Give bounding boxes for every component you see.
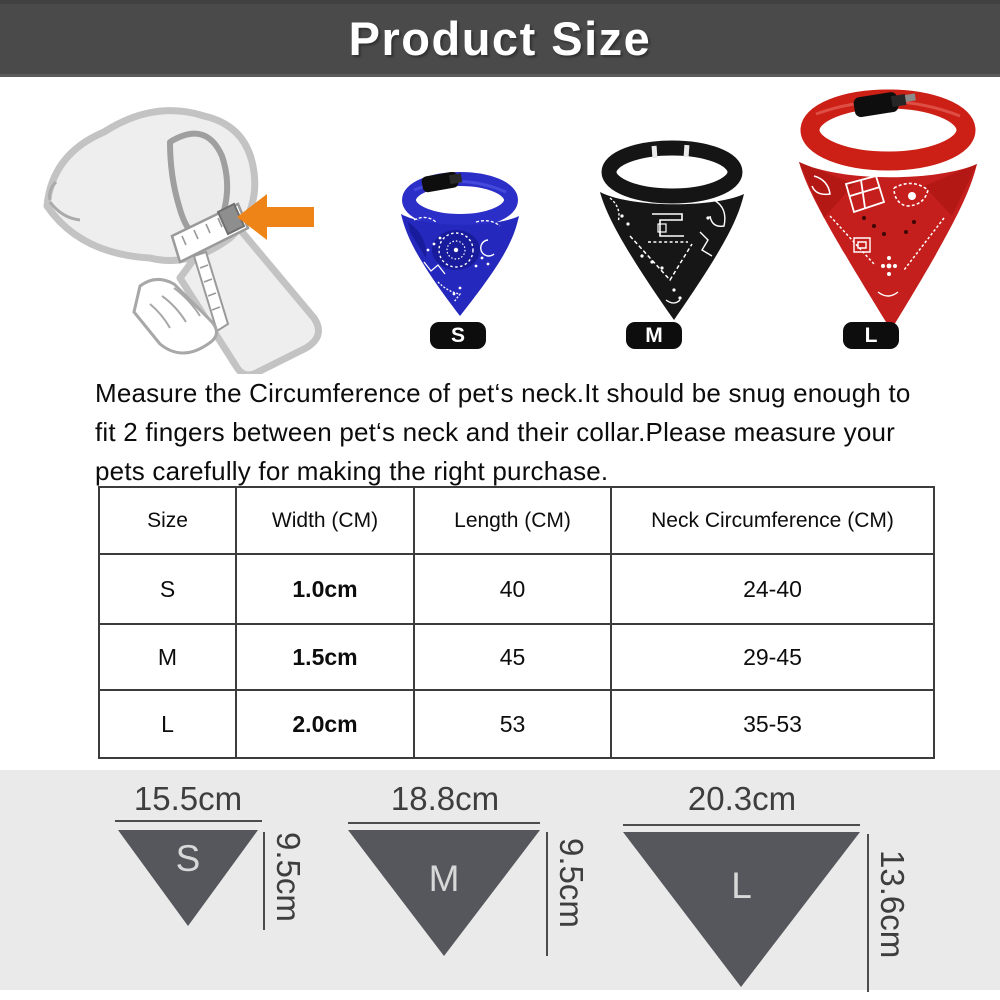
cell-neck-circumference: 35-53 xyxy=(610,689,935,759)
dimension-section: 15.5cm S 9.5cm 18.8cm M 9.5cm 20.3cm xyxy=(0,770,1000,992)
cell-length: 45 xyxy=(413,623,612,691)
table-row-s: S 1.0cm 40 24-40 xyxy=(98,553,935,625)
table-row-l: L 2.0cm 53 35-53 xyxy=(98,689,935,759)
width-dimension-line xyxy=(115,820,262,822)
cell-length: 53 xyxy=(413,689,612,759)
width-dimension-label: 20.3cm xyxy=(687,780,797,817)
table-header-row: Size Width (CM) Length (CM) Neck Circumf… xyxy=(98,486,935,555)
col-header-width: Width (CM) xyxy=(235,486,415,555)
cell-length: 40 xyxy=(413,553,612,625)
dog-measurement-illustration xyxy=(43,107,322,374)
dimension-figure-s: 15.5cm S 9.5cm xyxy=(100,780,420,990)
cell-size: S xyxy=(98,553,237,625)
cell-size: M xyxy=(98,623,237,691)
size-badge-label: S xyxy=(450,323,465,347)
width-dimension-line xyxy=(348,822,540,824)
width-dimension-line xyxy=(623,824,860,826)
hand-illustration xyxy=(132,278,218,355)
bandana-small-image xyxy=(401,172,519,316)
bandana-medium-image xyxy=(600,140,744,320)
col-header-size: Size xyxy=(98,486,237,555)
width-dimension-label: 18.8cm xyxy=(390,780,500,817)
height-dimension-label: 9.5cm xyxy=(270,832,307,922)
size-badge-m: M xyxy=(626,322,682,349)
col-header-length: Length (CM) xyxy=(413,486,612,555)
instructions-line-1: Measure the Circumference of pet‘s neck.… xyxy=(95,378,911,408)
dimension-figure-m: 18.8cm M 9.5cm xyxy=(330,780,630,990)
triangle-shape xyxy=(623,832,860,987)
col-header-neck-circumference: Neck Circumference (CM) xyxy=(610,486,935,555)
height-dimension-label: 13.6cm xyxy=(874,850,911,959)
triangle-size-label: S xyxy=(175,838,201,879)
collar-buckle xyxy=(651,144,690,159)
collar-buckle xyxy=(853,92,916,118)
size-badge-label: M xyxy=(645,323,663,347)
triangle-size-label: M xyxy=(428,858,460,899)
height-dimension-line xyxy=(263,832,265,930)
dimension-figure-l: 20.3cm L 13.6cm xyxy=(600,780,930,992)
size-badge-l: L xyxy=(843,322,899,349)
height-dimension-line xyxy=(546,832,548,956)
size-badge-label: L xyxy=(864,323,878,347)
bandana-large-image xyxy=(799,89,977,330)
measurement-instructions: Measure the Circumference of pet‘s neck.… xyxy=(95,374,955,491)
size-badge-s: S xyxy=(430,322,486,349)
triangle-shape xyxy=(348,830,540,956)
width-dimension-label: 15.5cm xyxy=(133,780,243,817)
header-banner: Product Size xyxy=(0,0,1000,77)
page-title: Product Size xyxy=(348,12,652,65)
cell-width: 1.0cm xyxy=(235,553,415,625)
instructions-line-2: fit 2 fingers between pet‘s neck and the… xyxy=(95,417,896,447)
triangle-size-label: L xyxy=(731,865,752,906)
cell-width: 1.5cm xyxy=(235,623,415,691)
measuring-tape xyxy=(170,202,250,333)
cell-width: 2.0cm xyxy=(235,689,415,759)
instructions-line-3: pets carefully for making the right purc… xyxy=(95,456,609,486)
cell-neck-circumference: 29-45 xyxy=(610,623,935,691)
height-dimension-label: 9.5cm xyxy=(553,838,590,928)
triangle-shape xyxy=(118,830,258,926)
measure-arrow-icon xyxy=(237,194,314,240)
size-table: Size Width (CM) Length (CM) Neck Circumf… xyxy=(98,486,935,759)
collar-buckle xyxy=(421,172,463,193)
height-dimension-line xyxy=(867,834,869,992)
table-row-m: M 1.5cm 45 29-45 xyxy=(98,623,935,691)
cell-size: L xyxy=(98,689,237,759)
cell-neck-circumference: 24-40 xyxy=(610,553,935,625)
